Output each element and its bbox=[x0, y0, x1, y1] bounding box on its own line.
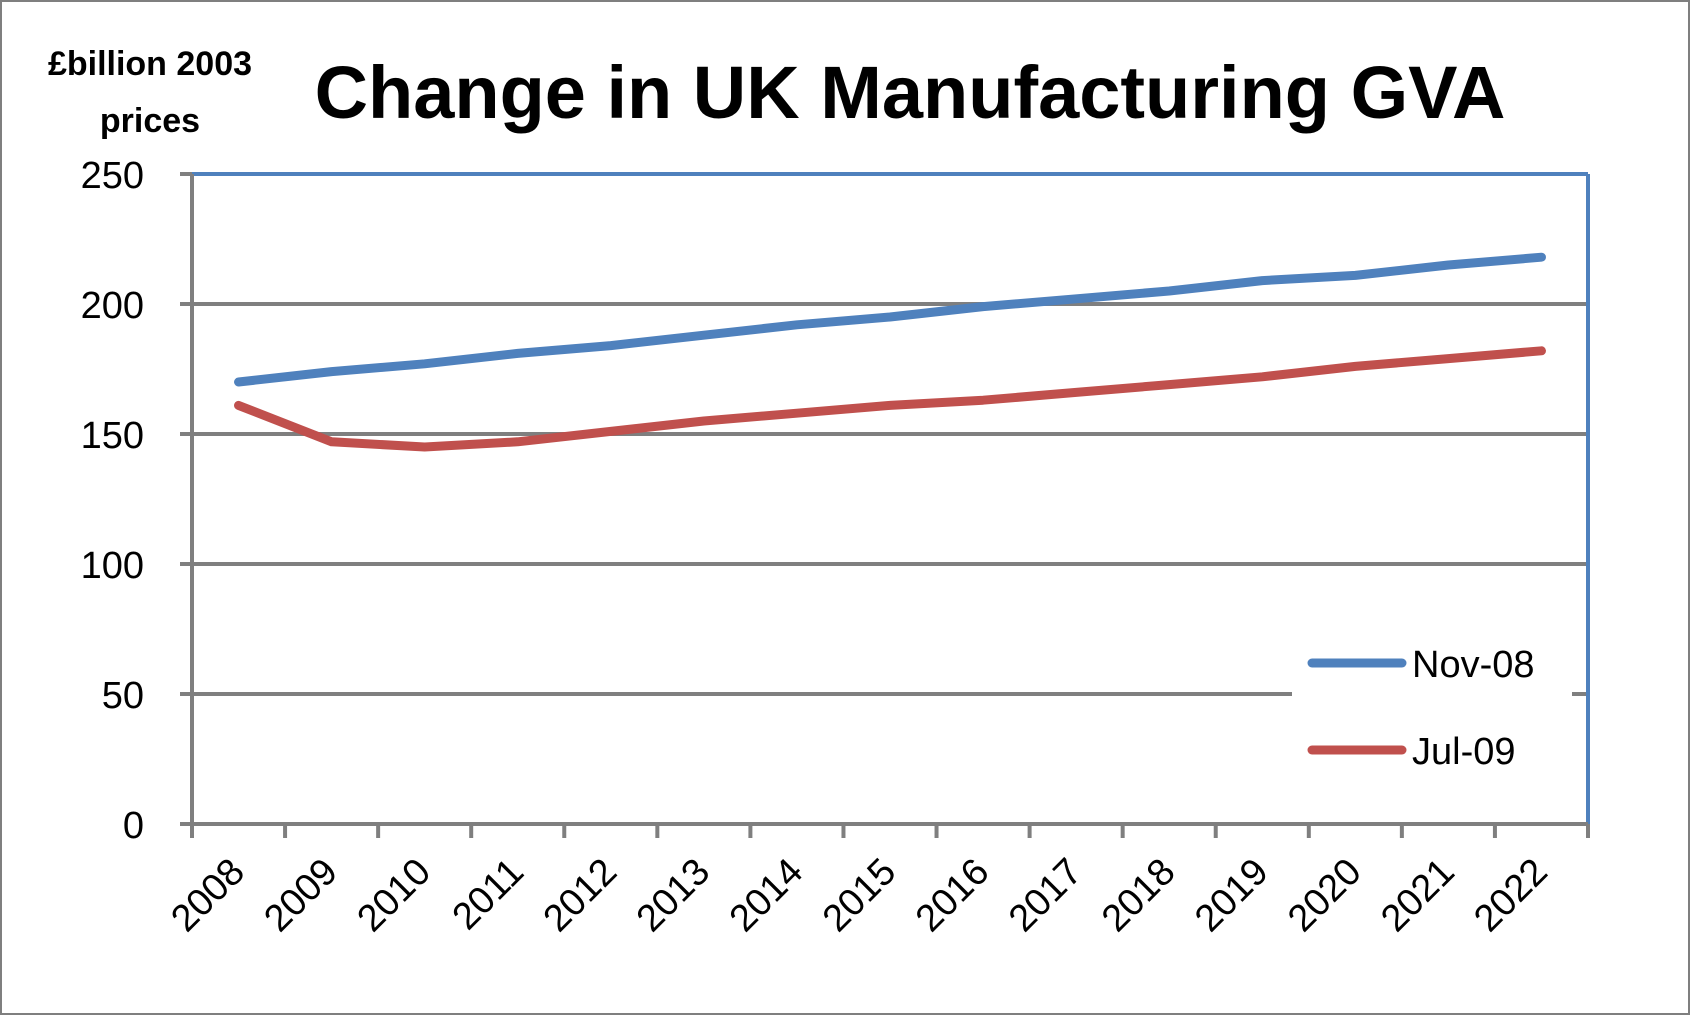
y-tick-label-50: 50 bbox=[102, 675, 144, 717]
series-line-Nov-08 bbox=[234, 252, 1546, 387]
y-tick-label-250: 250 bbox=[81, 155, 144, 197]
y-tick-label-100: 100 bbox=[81, 545, 144, 587]
y-axis-label-line-1: £billion 2003 bbox=[48, 45, 252, 83]
chart-title: Change in UK Manufacturing GVA bbox=[315, 51, 1506, 134]
series-line-Jul-09 bbox=[234, 346, 1546, 452]
series-lines bbox=[234, 252, 1546, 452]
legend: Nov-08 Jul-09 bbox=[1292, 635, 1572, 819]
legend-label-Jul-09: Jul-09 bbox=[1412, 731, 1516, 773]
y-axis-label-line-2: prices bbox=[100, 102, 200, 140]
y-tick-label-200: 200 bbox=[81, 285, 144, 327]
legend-label-Nov-08: Nov-08 bbox=[1412, 644, 1535, 686]
y-tick-label-150: 150 bbox=[81, 415, 144, 457]
y-tick-label-0: 0 bbox=[123, 805, 144, 847]
